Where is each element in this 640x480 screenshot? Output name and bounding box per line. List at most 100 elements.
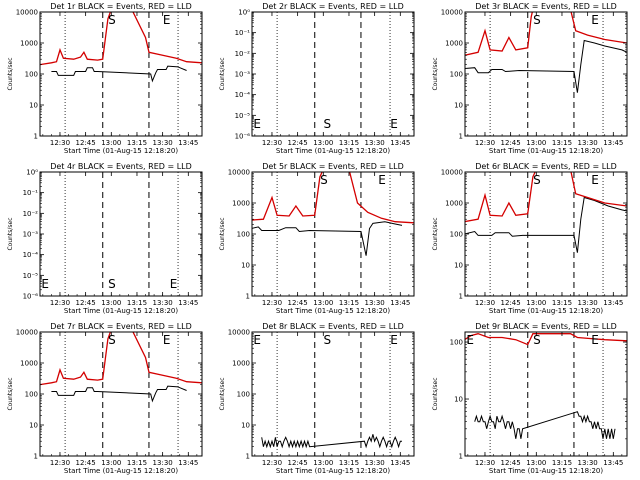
end-marker: E <box>163 13 171 27</box>
end-marker: E <box>466 333 474 347</box>
x-tick-label: 12:45 <box>288 139 308 147</box>
x-tick-label: 13:45 <box>390 139 410 147</box>
y-tick-label: 1 <box>34 453 38 461</box>
y-axis-label: Counts/sec <box>432 377 439 410</box>
x-tick-label: 13:30 <box>153 299 173 307</box>
x-tick-label: 13:15 <box>339 139 359 147</box>
y-tick-label: 1000 <box>445 200 463 208</box>
y-axis-label: Counts/sec <box>7 217 14 250</box>
y-axis-label: Counts/sec <box>432 217 439 250</box>
y-tick-label: 10000 <box>228 329 250 337</box>
x-tick-label: 12:45 <box>288 299 308 307</box>
x-tick-label: 12:45 <box>76 299 96 307</box>
y-tick-label: 100 <box>450 71 463 79</box>
detector-panel: Det 4r BLACK = Events, RED = LLD 10⁰ 10⁻¹ 1… <box>7 162 203 315</box>
y-tick-label: 10⁻¹ <box>23 189 39 197</box>
x-axis-label: Start Time (01-Aug-15 12:18:20) <box>276 147 390 155</box>
y-tick-label: 1 <box>246 293 250 301</box>
y-tick-label: 10 <box>29 102 38 110</box>
x-tick-label: 13:30 <box>153 139 173 147</box>
x-tick-label: 12:30 <box>475 459 495 467</box>
x-tick-label: 12:30 <box>262 459 282 467</box>
x-tick-label: 13:30 <box>578 459 598 467</box>
lld-series-line <box>252 172 414 224</box>
panel-title: Det 3r BLACK = Events, RED = LLD <box>475 2 617 11</box>
end-marker: E <box>390 117 398 131</box>
lld-series-line <box>465 12 627 56</box>
panel-title: Det 7r BLACK = Events, RED = LLD <box>50 322 192 331</box>
events-series-line <box>474 411 616 439</box>
detector-panel: Det 9r BLACK = Events, RED = LLD 1 10 100 12… <box>432 322 628 475</box>
detector-panel: Det 5r BLACK = Events, RED = LLD 1 10 100 10… <box>219 162 415 315</box>
y-tick-label: 10⁻³ <box>23 231 39 239</box>
lld-series-line <box>40 332 202 386</box>
panel-title: Det 6r BLACK = Events, RED = LLD <box>475 162 617 171</box>
y-tick-label: 10 <box>241 422 250 430</box>
end-marker: E <box>378 173 386 187</box>
events-series-line <box>51 385 187 403</box>
end-marker: E <box>253 117 261 131</box>
y-tick-label: 1 <box>34 133 38 141</box>
y-tick-label: 100 <box>237 391 250 399</box>
plot-frame <box>464 331 628 457</box>
y-tick-label: 1 <box>459 133 463 141</box>
lld-series-line <box>40 12 202 66</box>
end-marker: E <box>591 333 599 347</box>
x-tick-label: 13:15 <box>339 459 359 467</box>
start-marker: S <box>108 333 116 347</box>
end-marker: E <box>41 277 49 291</box>
start-marker: S <box>533 13 541 27</box>
panel-title: Det 2r BLACK = Events, RED = LLD <box>262 2 404 11</box>
lld-series-line <box>465 172 627 223</box>
y-axis-label: Counts/sec <box>432 57 439 90</box>
x-tick-label: 13:00 <box>313 459 333 467</box>
y-tick-label: 10⁻² <box>23 210 39 218</box>
x-axis-label: Start Time (01-Aug-15 12:18:20) <box>276 467 390 475</box>
x-tick-label: 12:45 <box>501 139 521 147</box>
start-marker: S <box>533 173 541 187</box>
x-axis-label: Start Time (01-Aug-15 12:18:20) <box>64 467 178 475</box>
y-tick-label: 10⁻⁶ <box>23 293 39 301</box>
end-marker: E <box>390 333 398 347</box>
x-tick-label: 13:45 <box>390 299 410 307</box>
x-tick-label: 13:15 <box>127 139 147 147</box>
x-tick-label: 12:30 <box>50 139 70 147</box>
x-axis-label: Start Time (01-Aug-15 12:18:20) <box>64 307 178 315</box>
start-marker: S <box>108 13 116 27</box>
panel-title: Det 4r BLACK = Events, RED = LLD <box>50 162 192 171</box>
y-tick-label: 1 <box>459 293 463 301</box>
y-tick-label: 10 <box>454 396 463 404</box>
x-tick-label: 13:45 <box>178 459 198 467</box>
y-tick-label: 1000 <box>20 360 38 368</box>
y-axis-label: Counts/sec <box>219 217 226 250</box>
panel-title: Det 1r BLACK = Events, RED = LLD <box>50 2 192 11</box>
end-marker: E <box>163 333 171 347</box>
y-tick-label: 10000 <box>16 9 38 17</box>
x-tick-label: 13:30 <box>365 139 385 147</box>
y-tick-label: 100 <box>25 391 38 399</box>
y-tick-label: 10⁰ <box>26 169 38 177</box>
lld-series-line <box>465 333 627 346</box>
y-tick-label: 10⁻⁶ <box>235 133 251 141</box>
start-marker: S <box>323 333 331 347</box>
start-marker: S <box>108 277 116 291</box>
x-tick-label: 13:15 <box>339 299 359 307</box>
x-tick-label: 13:00 <box>313 139 333 147</box>
x-axis-label: Start Time (01-Aug-15 12:18:20) <box>489 307 603 315</box>
y-axis-label: Counts/sec <box>7 57 14 90</box>
x-tick-label: 13:00 <box>526 459 546 467</box>
y-tick-label: 10⁻² <box>235 50 251 58</box>
y-tick-label: 100 <box>237 231 250 239</box>
y-tick-label: 10 <box>29 422 38 430</box>
x-tick-label: 12:30 <box>50 459 70 467</box>
y-tick-label: 10 <box>241 262 250 270</box>
start-marker: S <box>320 173 328 187</box>
y-tick-label: 1 <box>246 453 250 461</box>
x-tick-label: 12:30 <box>50 299 70 307</box>
x-tick-label: 13:45 <box>178 299 198 307</box>
x-tick-label: 13:15 <box>552 139 572 147</box>
start-marker: S <box>533 333 541 347</box>
y-tick-label: 1000 <box>232 200 250 208</box>
y-tick-label: 10⁻⁵ <box>235 112 251 120</box>
x-tick-label: 13:45 <box>603 139 623 147</box>
